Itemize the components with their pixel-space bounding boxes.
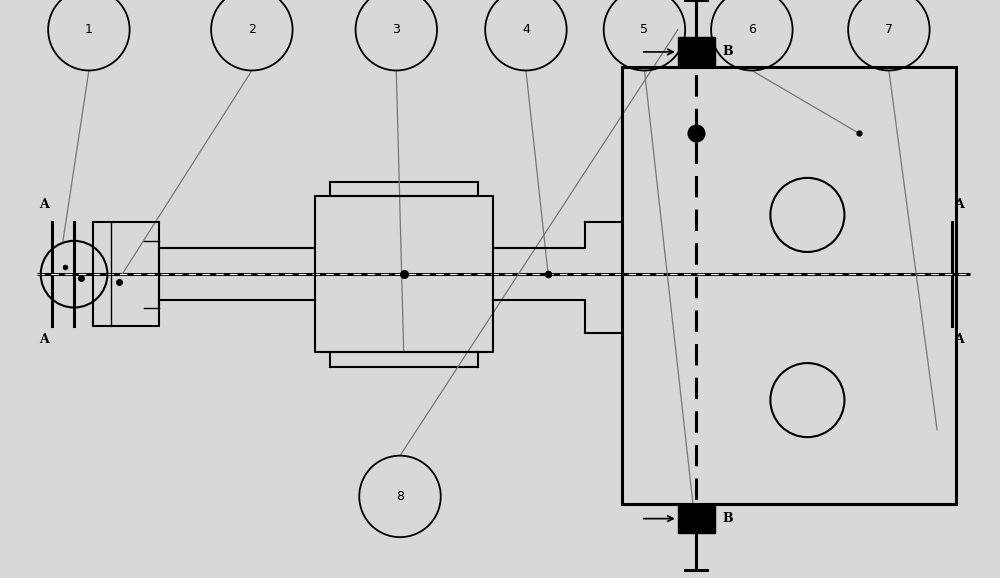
- Text: 2: 2: [248, 23, 256, 36]
- Bar: [678, 504, 715, 533]
- Bar: [678, 37, 715, 67]
- Text: 8: 8: [396, 490, 404, 503]
- Text: 7: 7: [885, 23, 893, 36]
- Text: 3: 3: [392, 23, 400, 36]
- Text: B: B: [722, 512, 733, 525]
- Bar: [315, 197, 493, 352]
- Text: A: A: [954, 198, 964, 211]
- Text: A: A: [40, 334, 49, 346]
- Text: 1: 1: [85, 23, 93, 36]
- Text: 4: 4: [522, 23, 530, 36]
- Text: A: A: [40, 198, 49, 211]
- Bar: [93, 223, 159, 326]
- Text: 5: 5: [640, 23, 648, 36]
- Bar: [622, 67, 956, 504]
- Text: 6: 6: [748, 23, 756, 36]
- Text: B: B: [722, 46, 733, 58]
- Text: A: A: [954, 334, 964, 346]
